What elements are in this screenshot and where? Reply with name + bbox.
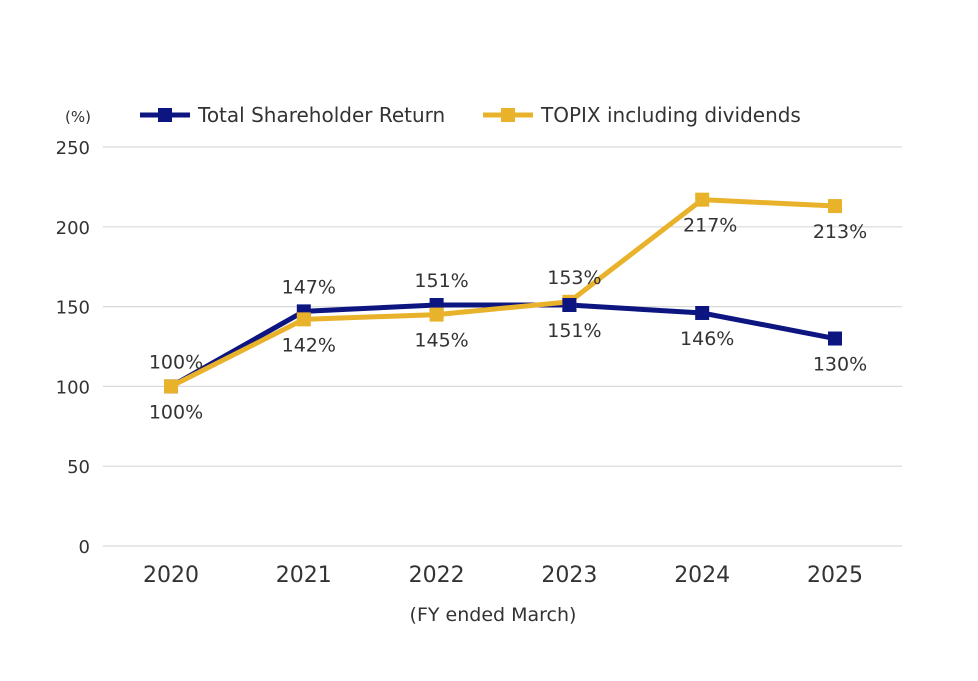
data-label: 151% — [547, 320, 601, 342]
data-label: 100% — [149, 401, 203, 423]
y-axis-unit: (%) — [65, 108, 91, 126]
x-tick-label: 2025 — [807, 563, 863, 588]
data-point-marker — [828, 331, 842, 346]
series-line-topix — [169, 197, 836, 389]
x-tick-label: 2020 — [143, 563, 199, 588]
data-label: 142% — [282, 334, 336, 356]
data-point-marker — [828, 199, 842, 214]
data-label: 146% — [680, 328, 734, 350]
x-tick-label: 2024 — [674, 563, 730, 588]
y-tick-label: 0 — [79, 537, 90, 558]
x-tick-label: 2022 — [409, 563, 465, 588]
series-line-tsr — [169, 302, 836, 389]
data-labels: 100% 147% 151% 151% 146% 130% 100% 142% 145% 153%… — [149, 215, 867, 424]
data-point-marker — [562, 298, 577, 313]
y-tick-label: 150 — [56, 298, 90, 319]
data-label: 100% — [149, 351, 203, 373]
data-label: 145% — [414, 330, 468, 352]
y-tick-label: 50 — [67, 457, 90, 478]
x-axis-ticks: 2020 2021 2022 2023 2024 2025 — [143, 563, 863, 588]
data-label: 130% — [813, 354, 867, 376]
data-label: 153% — [547, 267, 601, 289]
x-tick-label: 2023 — [541, 563, 597, 588]
data-label: 151% — [414, 270, 468, 292]
data-point-marker — [695, 192, 710, 207]
data-label: 217% — [683, 215, 737, 237]
x-tick-label: 2021 — [276, 563, 332, 588]
data-point-marker — [695, 305, 710, 320]
y-tick-label: 250 — [56, 138, 90, 159]
legend-marker-icon — [158, 108, 172, 122]
legend: Total Shareholder Return TOPIX including … — [140, 103, 801, 127]
y-axis-ticks: 0 50 100 150 200 250 — [56, 138, 90, 558]
data-point-marker — [164, 379, 178, 394]
y-tick-label: 200 — [56, 218, 90, 239]
data-label: 147% — [282, 276, 336, 298]
data-point-marker — [296, 312, 311, 327]
legend-label: Total Shareholder Return — [197, 103, 445, 127]
legend-label: TOPIX including dividends — [540, 103, 801, 127]
gridlines — [103, 146, 902, 547]
y-tick-label: 100 — [56, 377, 90, 398]
series-lines — [164, 192, 842, 394]
x-axis-label: (FY ended March) — [410, 604, 577, 626]
legend-marker-icon — [501, 108, 515, 122]
data-point-marker — [429, 307, 444, 322]
data-label: 213% — [813, 221, 867, 243]
